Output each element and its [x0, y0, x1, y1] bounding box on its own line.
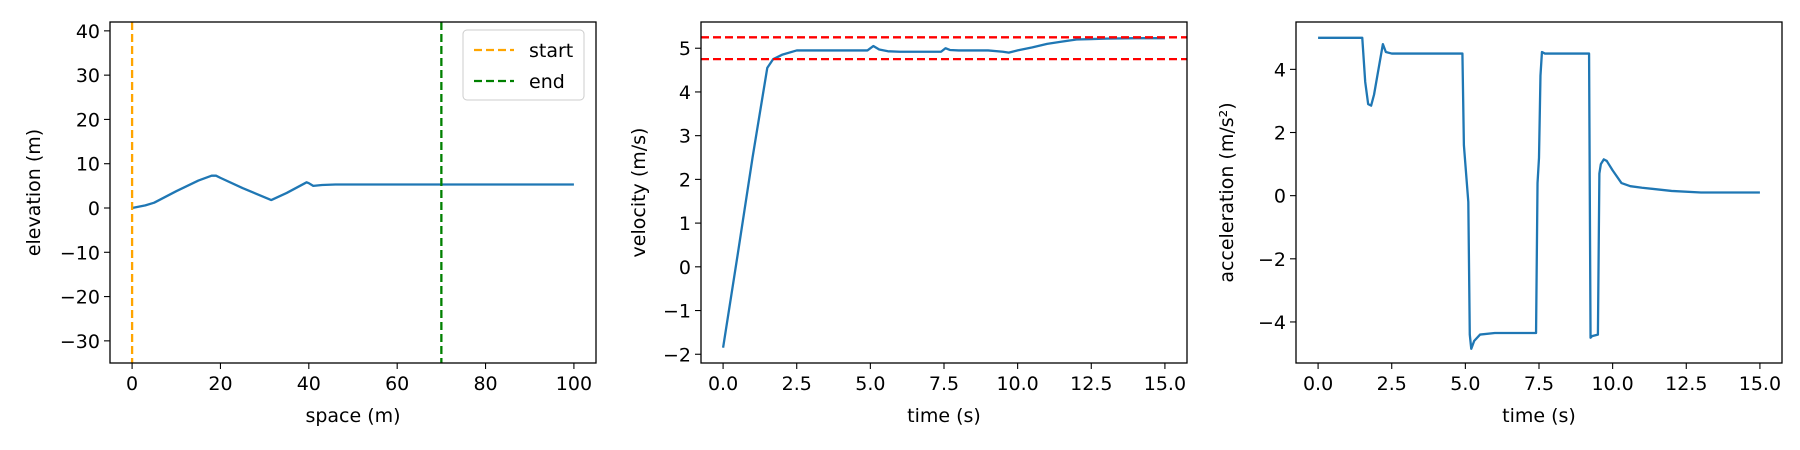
y-axis-label: acceleration (m/s²) — [1216, 102, 1238, 282]
x-tick-label: 100 — [556, 373, 592, 395]
x-tick-label: 10.0 — [1591, 373, 1633, 395]
x-tick-label: 60 — [385, 373, 409, 395]
x-tick-label: 0.0 — [1303, 373, 1333, 395]
x-tick-label: 10.0 — [996, 373, 1038, 395]
x-tick-label: 5.0 — [1450, 373, 1480, 395]
y-tick-label: 2 — [679, 169, 691, 191]
x-tick-label: 15.0 — [1144, 373, 1186, 395]
x-tick-label: 20 — [208, 373, 232, 395]
y-tick-label: 20 — [76, 109, 100, 131]
x-tick-label: 80 — [473, 373, 497, 395]
x-tick-label: 5.0 — [855, 373, 885, 395]
x-tick-label: 12.5 — [1070, 373, 1112, 395]
x-tick-label: 0 — [126, 373, 138, 395]
y-tick-label: 4 — [679, 82, 691, 104]
legend-box — [462, 29, 585, 101]
y-tick-label: −20 — [60, 287, 100, 309]
x-tick-label: 12.5 — [1665, 373, 1707, 395]
y-tick-label: 4 — [1274, 59, 1286, 81]
y-tick-label: 0 — [1274, 186, 1286, 208]
legend: start end — [462, 29, 585, 101]
y-tick-label: 10 — [76, 154, 100, 176]
legend-end-label: end — [529, 71, 565, 93]
x-tick-label: 7.5 — [1524, 373, 1554, 395]
y-tick-label: −4 — [1258, 312, 1286, 334]
series-line — [721, 37, 1165, 348]
x-axis-label: time (s) — [1502, 405, 1576, 427]
x-axis-label: space (m) — [305, 405, 400, 427]
y-tick-label: −10 — [60, 242, 100, 264]
y-tick-label: 5 — [679, 38, 691, 60]
y-tick-label: 0 — [88, 198, 100, 220]
y-tick-label: −1 — [663, 301, 691, 323]
y-tick-label: 1 — [679, 213, 691, 235]
x-tick-label: 2.5 — [1377, 373, 1407, 395]
acceleration-panel: 0.0 2.5 5.0 7.5 10.0 12.5 15.0 −4 −2 0 2 4 time (s)… — [1216, 21, 1783, 427]
x-tick-label: 2.5 — [782, 373, 812, 395]
elevation-plot-frame — [109, 21, 597, 364]
series-line — [131, 174, 574, 210]
y-tick-label: 3 — [679, 126, 691, 148]
y-tick-label: 40 — [76, 21, 100, 43]
x-axis-label: time (s) — [907, 405, 981, 427]
y-tick-label: 30 — [76, 65, 100, 87]
y-tick-label: −30 — [60, 331, 100, 353]
y-tick-label: −2 — [1258, 249, 1286, 271]
x-tick-label: 40 — [297, 373, 321, 395]
y-tick-label: −2 — [663, 344, 691, 366]
y-tick-label: 0 — [679, 257, 691, 279]
legend-start-label: start — [529, 40, 573, 62]
velocity-panel: 0.0 2.5 5.0 7.5 10.0 12.5 15.0 −2 −1 0 1 2 3 4 5 time … — [628, 21, 1188, 427]
y-axis-label: velocity (m/s) — [628, 128, 650, 258]
series-line — [1318, 36, 1760, 350]
y-axis-label: elevation (m) — [23, 129, 45, 256]
elevation-panel: 0 20 40 60 80 100 −30 −20 −10 0 10 20 30 40 space (m)… — [23, 21, 597, 427]
x-tick-label: 7.5 — [929, 373, 959, 395]
x-tick-label: 0.0 — [708, 373, 738, 395]
y-tick-label: 2 — [1274, 123, 1286, 145]
x-tick-label: 15.0 — [1739, 373, 1781, 395]
